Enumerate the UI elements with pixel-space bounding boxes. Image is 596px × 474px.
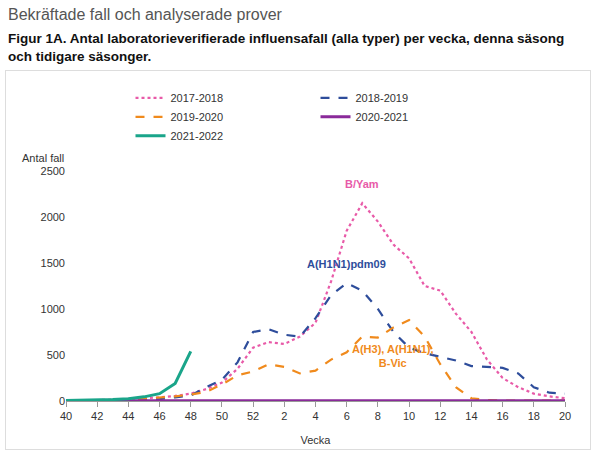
svg-text:8: 8 xyxy=(375,410,381,422)
svg-text:2500: 2500 xyxy=(41,165,65,177)
svg-text:2021-2022: 2021-2022 xyxy=(171,130,224,142)
svg-text:2000: 2000 xyxy=(41,211,65,223)
svg-text:2018-2019: 2018-2019 xyxy=(356,92,409,104)
svg-text:2017-2018: 2017-2018 xyxy=(171,92,224,104)
svg-text:A(H1N1)pdm09: A(H1N1)pdm09 xyxy=(307,258,386,270)
svg-text:14: 14 xyxy=(465,410,477,422)
svg-text:1500: 1500 xyxy=(41,257,65,269)
svg-text:20: 20 xyxy=(559,410,571,422)
svg-text:10: 10 xyxy=(403,410,415,422)
svg-text:1000: 1000 xyxy=(41,303,65,315)
svg-text:44: 44 xyxy=(122,410,134,422)
svg-text:6: 6 xyxy=(344,410,350,422)
svg-text:0: 0 xyxy=(59,395,65,407)
svg-text:18: 18 xyxy=(528,410,540,422)
svg-text:2019-2020: 2019-2020 xyxy=(171,111,224,123)
svg-text:500: 500 xyxy=(47,349,65,361)
svg-text:16: 16 xyxy=(497,410,509,422)
svg-text:46: 46 xyxy=(153,410,165,422)
svg-text:4: 4 xyxy=(312,410,318,422)
svg-text:40: 40 xyxy=(60,410,72,422)
html-text:Figur 1A. Antal laboratoriever: Figur 1A. Antal laboratorieverifierade i… xyxy=(8,31,565,64)
html-text:Bekräftade fall och analyserad: Bekräftade fall och analyserade prover xyxy=(8,6,282,23)
svg-text:Antal fall: Antal fall xyxy=(22,152,64,164)
svg-text:50: 50 xyxy=(216,410,228,422)
svg-text:52: 52 xyxy=(247,410,259,422)
svg-text:B/Yam: B/Yam xyxy=(345,178,379,190)
svg-text:2020-2021: 2020-2021 xyxy=(356,111,409,123)
svg-text:12: 12 xyxy=(434,410,446,422)
svg-text:2: 2 xyxy=(281,410,287,422)
svg-text:48: 48 xyxy=(185,410,197,422)
svg-text:A(H3), A(H1N1),B-Vic: A(H3), A(H1N1),B-Vic xyxy=(352,343,434,369)
svg-text:Vecka: Vecka xyxy=(301,434,332,446)
svg-text:42: 42 xyxy=(91,410,103,422)
